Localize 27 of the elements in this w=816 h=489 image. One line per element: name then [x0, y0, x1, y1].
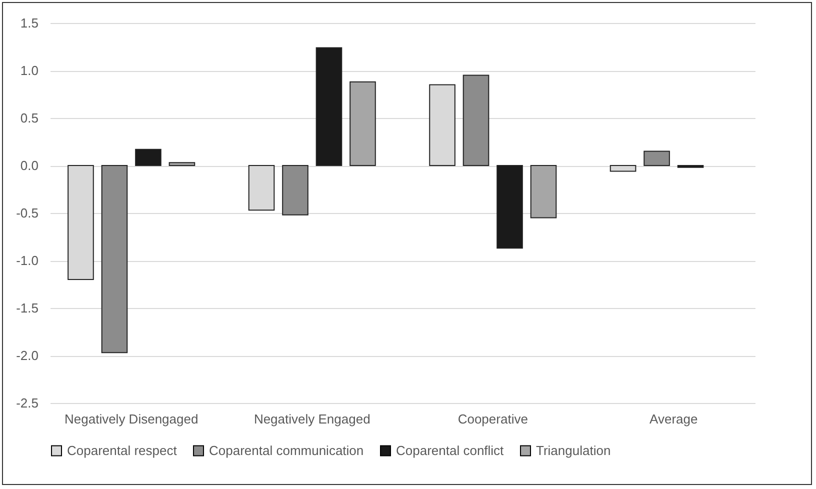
y-tick-label: 0.5 [20, 110, 38, 126]
y-tick-label: 1.0 [20, 63, 38, 78]
bar [496, 165, 523, 249]
legend-label: Coparental communication [209, 442, 364, 458]
bar [644, 150, 670, 166]
legend-label: Coparental conflict [396, 442, 504, 458]
y-tick-label: -2.0 [16, 348, 38, 363]
x-tick-label: Negatively Disengaged [64, 412, 198, 426]
bar [462, 74, 490, 166]
bar [168, 162, 196, 166]
bar [101, 165, 128, 354]
x-tick-label: Average [650, 412, 698, 426]
bar [135, 148, 162, 166]
legend-label: Coparental respect [67, 442, 178, 458]
y-tick-label: 0.0 [20, 158, 38, 173]
bar [350, 81, 376, 166]
x-tick-label: Negatively Engaged [254, 412, 370, 426]
bar [530, 165, 557, 218]
y-tick-label: 1.5 [20, 16, 38, 30]
bar [316, 47, 342, 166]
x-tick-label: Cooperative [458, 412, 528, 426]
y-tick-label: -0.5 [16, 206, 38, 220]
y-tick-label: -1.0 [16, 253, 38, 268]
y-tick-label: -2.5 [16, 396, 38, 410]
y-tick-label: -1.5 [16, 300, 38, 316]
bar [282, 165, 308, 216]
legend-label: Triangulation [536, 442, 611, 458]
